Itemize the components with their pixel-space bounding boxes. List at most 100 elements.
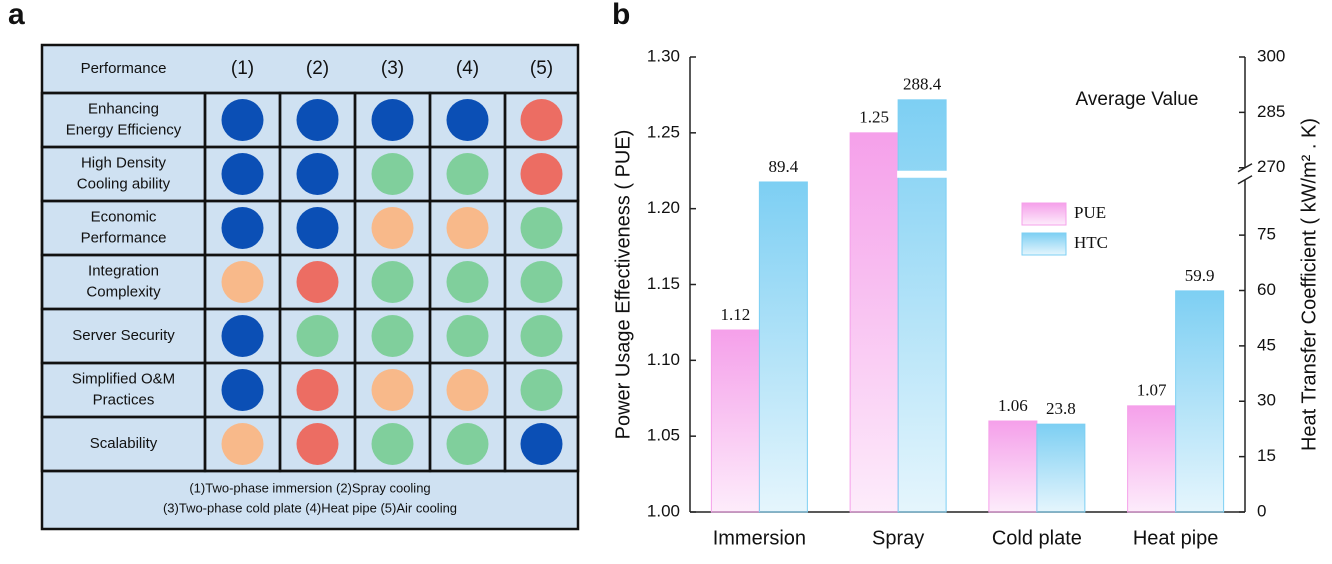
value-label: 1.25 [859, 108, 889, 127]
row-label: Simplified O&M [72, 370, 175, 387]
value-label: 1.06 [998, 396, 1028, 415]
rating-circle [520, 207, 563, 249]
y-tick-label: 1.25 [647, 122, 680, 141]
y2-axis-title: Heat Transfer Coefficient ( kW/m² . K) [1298, 118, 1320, 451]
rating-circle [296, 315, 339, 357]
y2-tick-label: 0 [1257, 501, 1266, 520]
row-label: Economic [91, 208, 157, 225]
rating-circle [371, 261, 414, 303]
y2-tick-label: 30 [1257, 391, 1276, 410]
legend-swatch [1021, 232, 1067, 256]
annotation: Average Value [1076, 89, 1199, 110]
rating-circle [296, 99, 339, 141]
axis-break [1237, 175, 1253, 185]
header-label: (3) [381, 58, 404, 79]
y2-tick-label: 300 [1257, 46, 1285, 65]
y-tick-label: 1.15 [647, 274, 680, 293]
row-label: Complexity [86, 283, 161, 300]
y-tick-label: 1.05 [647, 426, 680, 445]
rating-circle [446, 207, 489, 249]
row-label: Scalability [90, 435, 158, 452]
y-tick-label: 1.30 [647, 46, 680, 65]
rating-circle [371, 423, 414, 465]
y-tick-label: 1.20 [647, 198, 680, 217]
value-label: 59.9 [1185, 266, 1215, 285]
rating-circle [296, 153, 339, 195]
value-label: 89.4 [769, 157, 799, 176]
rating-circle [520, 315, 563, 357]
rating-circle [446, 315, 489, 357]
rating-circle [296, 261, 339, 303]
y2-tick-label: 270 [1257, 157, 1285, 176]
legend-label: HTC [1074, 233, 1108, 252]
rating-circle [296, 369, 339, 411]
rating-circle [520, 153, 563, 195]
rating-circle [446, 153, 489, 195]
bar [1036, 423, 1086, 513]
rating-circle [221, 99, 264, 141]
x-tick-label: Spray [872, 527, 924, 549]
y2-tick-label: 45 [1257, 335, 1276, 354]
row-label: Cooling ability [77, 175, 171, 192]
bar-break-gap [897, 170, 948, 178]
y-tick-label: 1.10 [647, 350, 680, 369]
row-label: Practices [93, 391, 155, 408]
rating-circle [221, 207, 264, 249]
rating-circle [221, 153, 264, 195]
rating-circle [371, 99, 414, 141]
y2-tick-label: 75 [1257, 225, 1276, 244]
y-tick-label: 1.00 [647, 501, 680, 520]
rating-circle [371, 153, 414, 195]
y-axis-title: Power Usage Effectiveness ( PUE) [612, 130, 634, 440]
panel-label: a [8, 0, 25, 31]
legend-swatch [1021, 202, 1067, 226]
rating-circle [446, 99, 489, 141]
bar [1127, 405, 1177, 513]
footnote: (3)Two-phase cold plate (4)Heat pipe (5)… [163, 500, 457, 515]
header-label: Performance [81, 60, 167, 77]
rating-circle [520, 423, 563, 465]
rating-circle [296, 423, 339, 465]
row-label: Performance [81, 229, 167, 246]
x-tick-label: Heat pipe [1133, 527, 1219, 549]
row-label: High Density [81, 154, 167, 171]
value-label: 1.07 [1137, 381, 1167, 400]
y2-tick-label: 60 [1257, 280, 1276, 299]
rating-circle [221, 261, 264, 303]
rating-circle [520, 369, 563, 411]
header-label: (4) [456, 58, 479, 79]
x-tick-label: Immersion [713, 527, 806, 549]
footnote: (1)Two-phase immersion (2)Spray cooling [189, 480, 430, 495]
header-label: (2) [306, 58, 329, 79]
rating-circle [221, 423, 264, 465]
legend-label: PUE [1074, 203, 1106, 222]
bar [710, 329, 760, 513]
y2-tick-label: 15 [1257, 446, 1276, 465]
bar [758, 181, 808, 513]
rating-circle [520, 99, 563, 141]
header-label: (1) [231, 58, 254, 79]
value-label: 288.4 [903, 75, 942, 94]
row-label: Enhancing [88, 100, 159, 117]
header-label: (5) [530, 58, 553, 79]
panel-label: b [612, 0, 630, 31]
x-tick-label: Cold plate [992, 527, 1082, 549]
rating-circle [371, 207, 414, 249]
row-label: Integration [88, 262, 159, 279]
value-label: 23.8 [1046, 399, 1076, 418]
bar [988, 420, 1038, 513]
rating-circle [446, 369, 489, 411]
bar [897, 99, 947, 513]
rating-circle [296, 207, 339, 249]
rating-circle [221, 369, 264, 411]
bar [849, 132, 899, 513]
rating-circle [446, 261, 489, 303]
bar [1175, 290, 1225, 513]
value-label: 1.12 [721, 305, 751, 324]
rating-circle [520, 261, 563, 303]
rating-circle [371, 315, 414, 357]
rating-circle [221, 315, 264, 357]
row-label: Server Security [72, 327, 175, 344]
y2-tick-label: 285 [1257, 102, 1285, 121]
